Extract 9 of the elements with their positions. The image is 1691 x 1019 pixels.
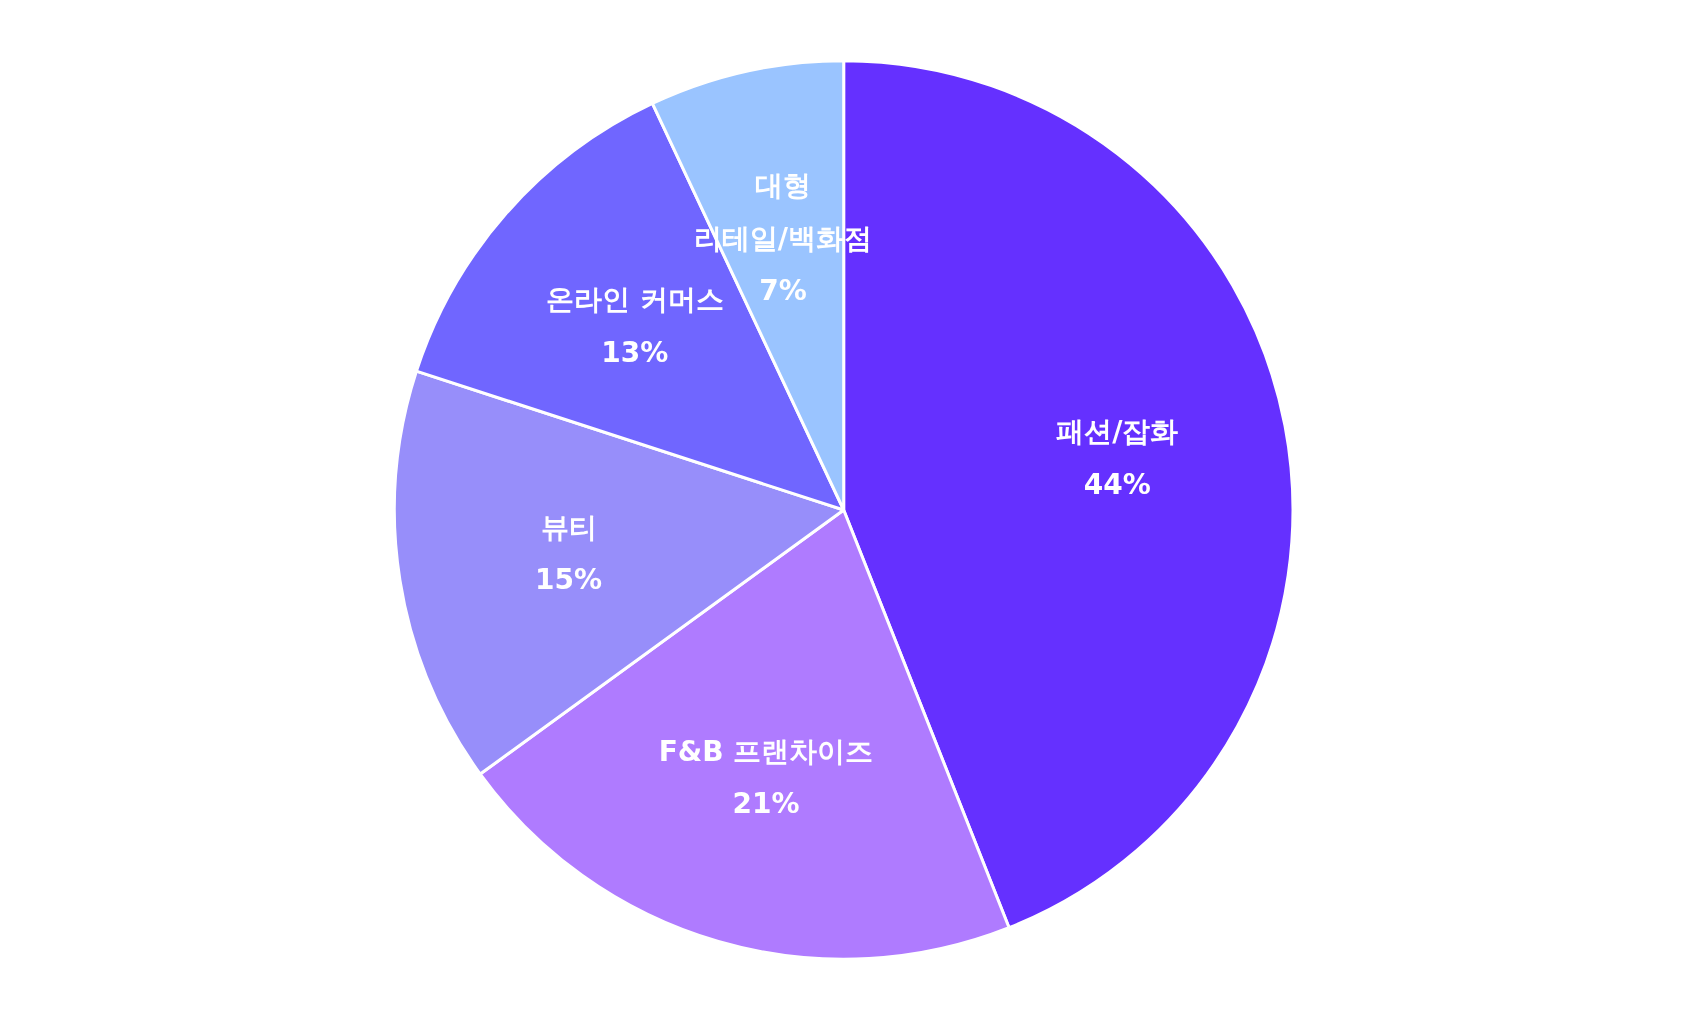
data-label: 15% [535,563,603,597]
data-label: 44% [1083,467,1151,501]
data-label: 13% [601,335,669,369]
data-label: 21% [732,787,800,821]
data-label: 7% [759,274,807,308]
slice-label: 뷰티 [540,510,597,544]
slice-label: F&B 프랜차이즈 [658,734,874,768]
slice-label: 패션/잡화 [1056,414,1179,448]
slice-label: 온라인 커머스 [545,282,724,316]
